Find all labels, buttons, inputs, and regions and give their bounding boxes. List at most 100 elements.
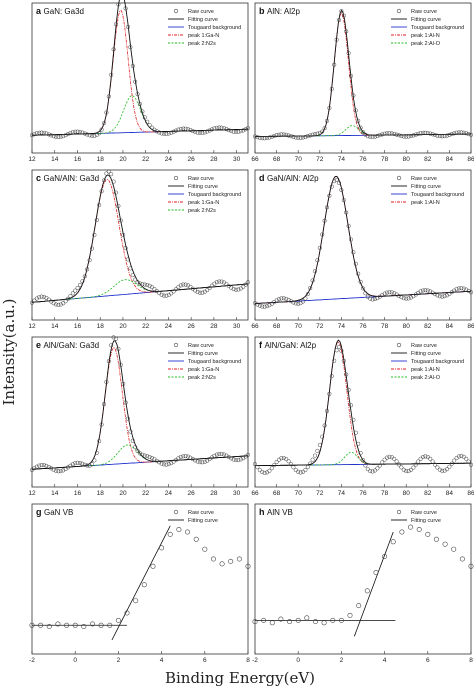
panel-a-raw-point-23 (85, 132, 90, 137)
panel-d-raw-point-37 (341, 198, 346, 203)
panel-f-raw-point-62 (401, 467, 406, 472)
panel-f-raw-point-63 (404, 469, 409, 474)
panel-f-raw-point-8 (272, 463, 277, 468)
panel-e-raw-point-62 (178, 454, 183, 460)
panel-d-legend-label-2: Tougaard background (411, 192, 464, 198)
panel-a-raw-point-2 (34, 131, 39, 136)
panel-h-tick-label-3: 4 (383, 657, 387, 664)
panel-f-raw-point-49 (370, 469, 375, 474)
panel-a-raw-point-87 (238, 129, 243, 134)
panel-f-raw-point-34 (334, 348, 339, 353)
panel-d-raw-point-77 (437, 294, 442, 299)
panel-e-tick-label-9: 30 (233, 490, 241, 497)
panel-c-title-text: GaN/AlN: Ga3d (44, 174, 100, 183)
panel-e-raw-point-10 (53, 468, 59, 473)
panel-d-raw-point-15 (288, 299, 294, 304)
panel-b-raw-point-73 (428, 131, 433, 136)
panel-b-tick-label-5: 76 (359, 156, 367, 163)
panel-f-legend-label-0: Raw curve (411, 343, 437, 349)
panel-a-raw-point-4 (39, 130, 44, 135)
panel-a-frame (31, 2, 249, 154)
panel-a-raw-point-32 (106, 94, 111, 99)
panel-e-raw-point-16 (68, 463, 73, 468)
panel-d-raw-point-44 (358, 279, 363, 284)
panel-g-raw-point-6 (81, 623, 87, 629)
panel-c-raw-point-12 (58, 302, 63, 307)
panel-h-raw-point-17 (399, 529, 405, 535)
panel-e-raw-point-56 (164, 462, 169, 467)
panel-f-legend-marker-0 (396, 342, 402, 348)
panel-e-raw-point-33 (109, 343, 114, 348)
panel-f-raw-point-66 (411, 465, 416, 470)
panel-e-raw-point-24 (87, 463, 92, 468)
panel-g-raw-point-8 (98, 622, 104, 628)
panel-f-raw-point-56 (387, 454, 392, 459)
panel-b-raw-point-1 (255, 135, 260, 140)
panel-g-raw-point-10 (115, 617, 121, 623)
panel-b-raw-point-84 (454, 130, 459, 135)
panel-c-raw-point-33 (109, 172, 114, 177)
panel-a-legend-label-2: Tougaard background (188, 25, 241, 31)
panel-b-raw-point-90 (468, 132, 474, 137)
panel-f-raw-point-40 (348, 403, 354, 408)
panel-c-raw-point-36 (116, 203, 121, 209)
panel-f-raw-point-28 (320, 434, 325, 439)
panel-b-tick-label-7: 80 (403, 156, 411, 163)
panel-d-tick-label-9: 84 (446, 323, 454, 330)
panel-f-raw-point-2 (257, 467, 262, 473)
panel-a-raw-point-64 (183, 126, 188, 131)
panel-f-raw-point-18 (296, 469, 301, 474)
panel-g-raw-point-25 (245, 563, 251, 569)
panel-c-fit-line (31, 174, 249, 303)
panel-d-raw-point-69 (418, 289, 423, 294)
panel-f-raw-point-77 (437, 467, 442, 472)
panel-a-legend-label-3: peak 1:Ga-N (188, 33, 219, 39)
panel-f-raw-point-30 (324, 408, 330, 414)
panel-c-raw-point-77 (214, 280, 219, 285)
panel-h-tick-label-1: 0 (296, 657, 300, 664)
panel-e-raw-point-36 (116, 346, 121, 351)
panel-a-raw-point-34 (111, 47, 116, 52)
panel-g-raw-point-24 (236, 556, 242, 562)
panel-e-raw-point-18 (73, 461, 78, 466)
panel-f-raw-point-4 (262, 470, 267, 475)
panel-b-raw-point-17 (293, 135, 298, 140)
panel-d-raw-point-42 (353, 261, 358, 266)
panel-e-raw-point-22 (82, 462, 87, 467)
panel-b-legend-marker-0 (396, 8, 402, 14)
panel-c-raw-point-45 (137, 281, 143, 286)
panel-f-raw-point-50 (372, 468, 378, 473)
panel-c-raw-point-0 (29, 300, 35, 305)
panel-h-title: h AlN VB (259, 507, 293, 517)
panel-b-raw-point-26 (315, 131, 320, 136)
panel-e-raw-point-47 (142, 453, 147, 458)
panel-e-tick-label-8: 28 (210, 490, 218, 497)
panel-b-tick-label-3: 72 (316, 156, 324, 163)
panel-b-raw-point-87 (461, 130, 466, 135)
panel-a-raw-point-50 (149, 125, 155, 130)
panel-e-raw-point-28 (97, 439, 102, 444)
panel-d-raw-point-28 (320, 232, 325, 237)
panel-e-raw-point-66 (188, 455, 193, 460)
panel-c-tick-label-6: 24 (165, 323, 173, 330)
panel-e-raw-point-55 (161, 462, 167, 467)
panel-c-raw-point-24 (87, 258, 92, 263)
panel-b-raw-point-15 (288, 134, 294, 139)
panel-c-raw-point-25 (89, 246, 95, 251)
panel-b-raw-point-23 (308, 133, 313, 138)
panel-d-raw-point-18 (296, 301, 301, 306)
panel-b-raw-point-25 (312, 132, 318, 137)
panel-d-raw-point-17 (293, 301, 298, 306)
panel-c-raw-point-46 (140, 282, 145, 287)
panel-b-raw-point-51 (375, 133, 380, 138)
panel-c-raw-point-59 (171, 289, 176, 294)
panel-e-raw-point-65 (185, 454, 191, 459)
panel-a-raw-point-41 (128, 45, 133, 50)
panel-c-raw-point-90 (245, 280, 251, 285)
panel-e-raw-point-80 (221, 452, 227, 457)
panel-e-legend-label-0: Raw curve (188, 343, 214, 349)
panel-b-raw-point-8 (272, 133, 277, 139)
panel-f-raw-point-80 (444, 467, 450, 472)
panel-a-raw-point-80 (221, 126, 227, 131)
panel-f-raw-point-44 (358, 450, 363, 456)
